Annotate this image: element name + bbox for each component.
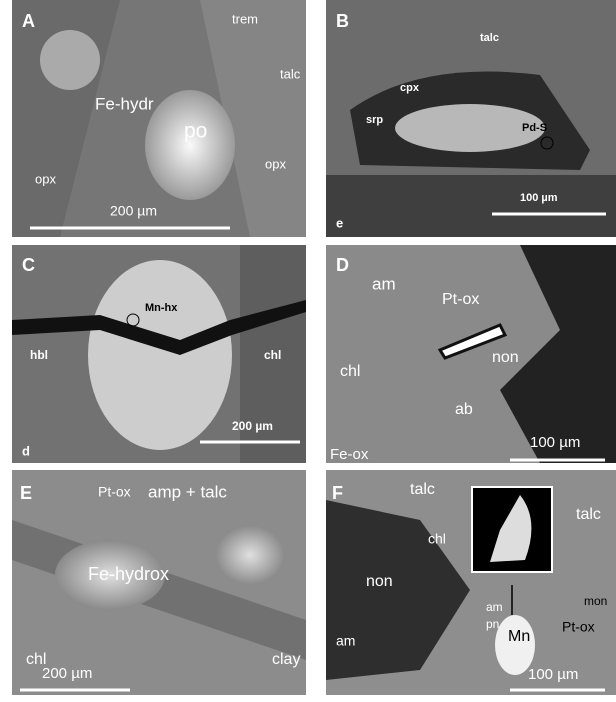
panel-d-image: [326, 245, 616, 463]
mineral-label: amp + talc: [148, 482, 227, 501]
mineral-label: ab: [455, 401, 473, 418]
panel-letter: F: [332, 483, 343, 503]
body: Atrem talc Fe-hydr po opx opx 200 µm Btalc cpx sr…: [0, 0, 616, 702]
mineral-label: talc: [410, 481, 435, 498]
corner-label: e: [336, 215, 343, 230]
corner-label: d: [22, 443, 30, 458]
mineral-label: chl: [428, 531, 446, 547]
mineral-label: Pt-ox: [98, 484, 131, 500]
mineral-label: talc: [576, 506, 601, 523]
scale-label: 100 µm: [530, 434, 580, 451]
panel-c-texture: [88, 260, 232, 450]
mineral-label: am: [486, 600, 503, 614]
mineral-label: Mn: [508, 628, 530, 645]
mineral-label: trem: [232, 11, 258, 26]
mineral-label: Fe-hydr: [95, 94, 154, 113]
scale-label: 100 µm: [528, 666, 578, 683]
scale-label: 200 µm: [42, 665, 92, 682]
mineral-label: po: [184, 120, 207, 143]
panel-letter: A: [22, 11, 35, 31]
page: Micrograph panels {"panels": [ {"letter"…: [0, 0, 616, 702]
mineral-label: Pt-ox: [442, 291, 479, 308]
mineral-label: mon: [584, 594, 607, 608]
mineral-label: chl: [264, 348, 281, 362]
panel-a-image: [12, 0, 306, 237]
mineral-label: Pt-ox: [562, 619, 595, 635]
mineral-label: cpx: [400, 82, 420, 94]
mineral-label: am: [372, 274, 396, 293]
mineral-label: am: [336, 633, 355, 649]
mineral-label: opx: [265, 156, 286, 171]
figure: Atrem talc Fe-hydr po opx opx 200 µm Btalc cpx sr…: [0, 0, 616, 702]
scale-label: 200 µm: [232, 419, 273, 433]
mineral-label: talc: [280, 66, 301, 81]
mineral-label: non: [492, 349, 519, 366]
scale-label: 200 µm: [110, 203, 157, 219]
mineral-label: chl: [340, 363, 360, 380]
mineral-label: Fe-hydrox: [88, 564, 169, 584]
scale-label: 100 µm: [520, 192, 558, 204]
mineral-label: Pd-S: [522, 122, 547, 134]
mineral-label: hbl: [30, 348, 48, 362]
mineral-label: opx: [35, 171, 56, 186]
panel-letter: D: [336, 255, 349, 275]
panel-a-texture: [40, 30, 100, 90]
panel-letter: B: [336, 11, 349, 31]
panel-b-texture: [326, 175, 616, 237]
panel-a-texture: [145, 90, 235, 200]
mineral-label: pn: [486, 617, 499, 631]
mineral-label: srp: [366, 114, 383, 126]
mineral-label: Mn-hx: [145, 302, 178, 314]
panel-letter: C: [22, 255, 35, 275]
panel-e-texture: [215, 525, 285, 585]
mineral-label: clay: [272, 651, 300, 668]
mineral-label: non: [366, 573, 393, 590]
mineral-label: talc: [480, 32, 499, 44]
panel-letter: E: [20, 483, 32, 503]
mineral-label: Fe-ox: [330, 446, 369, 463]
